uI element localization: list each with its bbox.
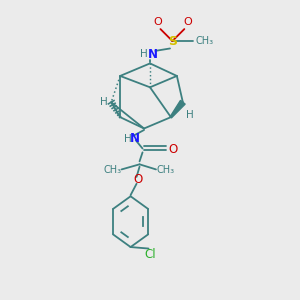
Text: N: N [130,132,140,145]
Text: CH₃: CH₃ [103,165,121,175]
Text: Cl: Cl [144,248,156,261]
Text: O: O [183,17,192,28]
Text: CH₃: CH₃ [196,36,214,46]
Polygon shape [170,100,185,118]
Text: H: H [186,110,194,120]
Text: O: O [153,17,162,28]
Text: H: H [140,50,148,59]
Text: H: H [100,97,108,106]
Text: O: O [133,173,142,186]
Text: O: O [168,143,178,156]
Text: S: S [168,34,177,47]
Text: H: H [124,134,132,144]
Text: N: N [148,48,158,61]
Text: CH₃: CH₃ [157,165,175,175]
